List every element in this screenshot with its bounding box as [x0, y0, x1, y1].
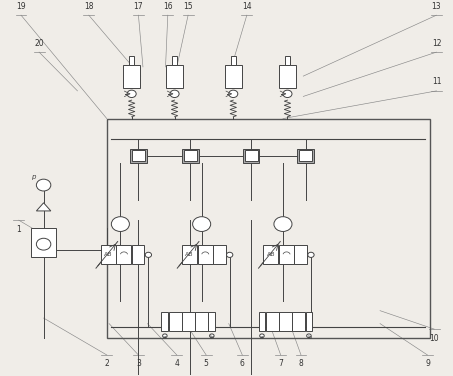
Circle shape [193, 217, 211, 232]
Bar [263, 245, 279, 264]
Text: 11: 11 [432, 77, 441, 86]
Text: 2: 2 [105, 359, 109, 368]
Bar [123, 65, 140, 88]
Circle shape [163, 334, 167, 338]
Circle shape [308, 252, 314, 258]
Text: 18: 18 [84, 2, 93, 11]
Text: 7: 7 [278, 359, 283, 368]
Circle shape [210, 334, 214, 338]
Bar [132, 245, 145, 264]
Text: a: a [260, 335, 264, 341]
Text: AB: AB [185, 252, 194, 257]
Bar [198, 245, 212, 264]
Bar [166, 65, 183, 88]
Bar [285, 56, 290, 65]
Text: b: b [210, 335, 214, 341]
Text: AB: AB [104, 252, 112, 257]
Text: 9: 9 [425, 359, 430, 368]
Bar [184, 150, 197, 161]
Polygon shape [36, 203, 51, 211]
Bar [195, 312, 208, 331]
Bar [298, 149, 313, 162]
Bar [132, 150, 145, 161]
Bar [208, 312, 215, 331]
Bar [107, 118, 430, 338]
Text: 8: 8 [299, 359, 304, 368]
Bar [259, 312, 265, 331]
Text: 1: 1 [16, 224, 21, 233]
Bar [101, 245, 116, 264]
Circle shape [260, 334, 264, 338]
Text: 17: 17 [134, 2, 143, 11]
Bar [172, 56, 177, 65]
Text: 5: 5 [204, 359, 209, 368]
Text: 12: 12 [432, 39, 441, 48]
Circle shape [307, 334, 311, 338]
Bar [182, 312, 195, 331]
Bar [213, 245, 226, 264]
Circle shape [36, 179, 51, 191]
Bar [279, 245, 294, 264]
Bar [182, 245, 197, 264]
Circle shape [226, 252, 233, 258]
Circle shape [170, 90, 179, 97]
Circle shape [229, 90, 238, 97]
Text: a: a [163, 335, 167, 341]
Circle shape [145, 252, 152, 258]
Bar [279, 65, 296, 88]
Bar [169, 312, 182, 331]
Bar [280, 312, 292, 331]
Text: b: b [307, 335, 311, 341]
Circle shape [36, 238, 51, 250]
Text: 15: 15 [183, 2, 193, 11]
Bar [293, 312, 305, 331]
Text: AB: AB [266, 252, 275, 257]
Circle shape [127, 90, 136, 97]
Text: 4: 4 [174, 359, 179, 368]
Bar [182, 149, 198, 162]
Circle shape [111, 217, 130, 232]
Circle shape [274, 217, 292, 232]
Bar [225, 65, 242, 88]
Bar [243, 149, 260, 162]
Text: 13: 13 [432, 2, 441, 11]
Bar [161, 312, 168, 331]
Text: 14: 14 [242, 2, 251, 11]
Bar [266, 312, 279, 331]
Text: 3: 3 [136, 359, 141, 368]
Bar [231, 56, 236, 65]
Text: 16: 16 [163, 2, 173, 11]
Circle shape [283, 90, 292, 97]
Bar [129, 56, 135, 65]
Bar [245, 150, 258, 161]
Bar [305, 312, 312, 331]
Text: 6: 6 [240, 359, 245, 368]
Text: 10: 10 [429, 334, 439, 343]
Bar [31, 227, 56, 257]
Bar [294, 245, 307, 264]
Text: 20: 20 [34, 39, 44, 48]
Bar [130, 149, 147, 162]
Bar [299, 150, 312, 161]
Text: 19: 19 [16, 2, 26, 11]
Text: p: p [31, 174, 36, 180]
Bar [116, 245, 131, 264]
